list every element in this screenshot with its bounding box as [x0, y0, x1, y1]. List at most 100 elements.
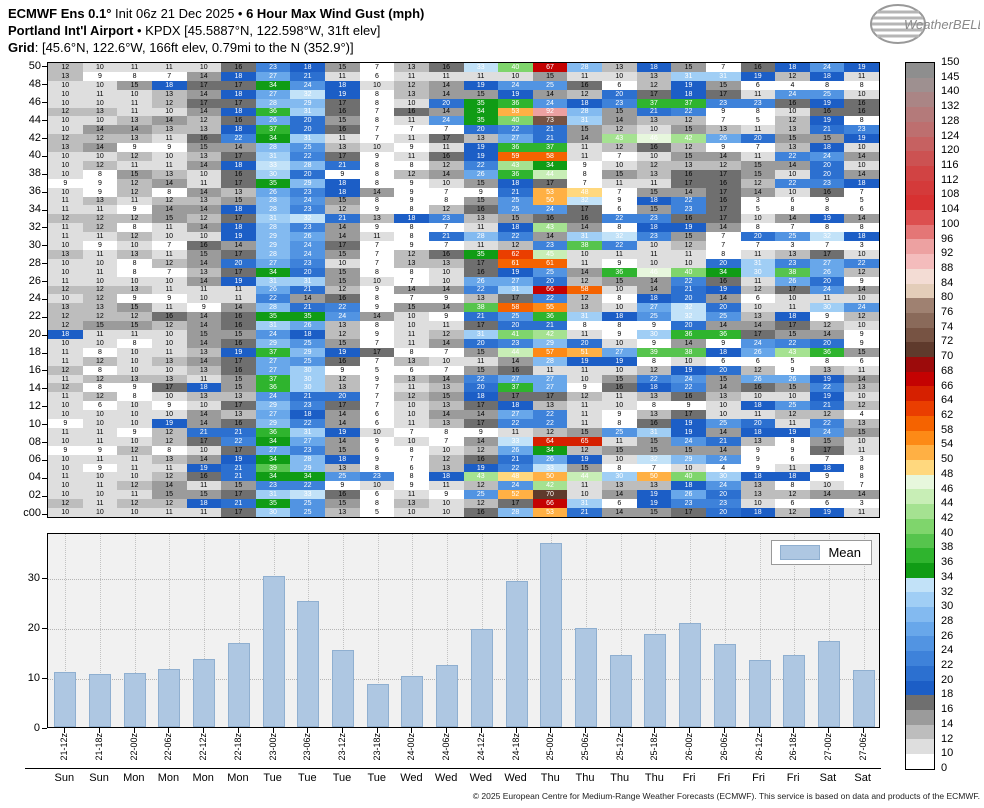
mean-bar: [679, 623, 702, 727]
heatmap-cell: 8: [82, 383, 118, 393]
colorbar-tick-label: 50: [941, 453, 954, 466]
colorbar-band: [906, 739, 934, 755]
mean-bar: [193, 658, 216, 727]
heatmap-cell: 27: [498, 276, 533, 286]
heatmap-cell: 14: [186, 410, 222, 420]
heatmap-cell: 14: [428, 374, 464, 384]
heatmap-cell: 15: [117, 303, 152, 313]
day-label: Fri: [717, 772, 731, 784]
heatmap-cell: 10: [117, 241, 152, 250]
bar-chart-vgridline: [655, 534, 657, 727]
heatmap-cell: 19: [602, 356, 637, 366]
heatmap-cell: 10: [394, 508, 429, 517]
heatmap-cell: 8: [567, 169, 602, 179]
heatmap-cell: 10: [151, 152, 187, 161]
heatmap-cell: 14: [186, 205, 222, 215]
heatmap-cell: 11: [48, 374, 83, 384]
heatmap-y-label: 46: [28, 95, 41, 108]
heatmap-cell: 35: [290, 312, 325, 322]
mean-bar: [89, 674, 112, 727]
heatmap-cell: 57: [532, 347, 568, 357]
colorbar-band: [906, 151, 934, 166]
heatmap-cell: 9: [428, 490, 464, 500]
heatmap-cell: 11: [325, 134, 360, 144]
heatmap-cell: 19: [636, 499, 672, 509]
time-axis-tick: [133, 728, 135, 733]
colorbar-tick-label: 124: [941, 129, 960, 142]
heatmap-cell: 14: [151, 178, 187, 188]
heatmap-cell: 18: [498, 401, 533, 411]
heatmap-cell: 16: [221, 63, 256, 72]
heatmap-cell: 10: [48, 490, 83, 500]
colorbar-band: [906, 357, 934, 372]
heatmap-cell: 10: [151, 330, 187, 339]
weatherbell-logo: WeatherBELL: [870, 4, 980, 44]
mean-bar: [227, 642, 250, 727]
heatmap-cell: 8: [602, 463, 637, 473]
heatmap-cell: 22: [636, 374, 672, 384]
heatmap-cell: 20: [221, 258, 256, 268]
colorbar-tick-label: 28: [941, 614, 954, 627]
heatmap-cell: 12: [844, 312, 879, 322]
heatmap-cell: 9: [325, 481, 360, 491]
heatmap-cell: 9: [325, 365, 360, 375]
heatmap-cell: 9: [705, 338, 741, 348]
day-label: Fri: [682, 772, 696, 784]
heatmap-cell: 12: [151, 499, 187, 509]
day-label: Fri: [786, 772, 800, 784]
heatmap-cell: 36: [671, 330, 706, 339]
heatmap-cell: 12: [602, 125, 637, 135]
heatmap-cell: 11: [394, 71, 429, 81]
heatmap-cell: 15: [151, 214, 187, 224]
bar-chart-vgridline: [100, 534, 102, 727]
heatmap-cell: 25: [705, 312, 741, 322]
heatmap-cell: 20: [463, 338, 499, 348]
colorbar-band: [906, 107, 934, 122]
heatmap-cell: 32: [636, 454, 672, 464]
parameter-name: 6 Hour Max Wind Gust (mph): [246, 6, 425, 21]
heatmap-cell: 10: [117, 365, 152, 375]
heatmap-cell: 26: [705, 134, 741, 144]
heatmap-cell: 15: [567, 427, 602, 437]
heatmap-cell: 18: [48, 330, 83, 339]
heatmap-cell: 11: [775, 463, 810, 473]
time-axis-tick: [550, 728, 552, 733]
heatmap-cell: 9: [602, 330, 637, 339]
heatmap-cell: 24: [844, 303, 879, 313]
colorbar-band: [906, 92, 934, 108]
heatmap-cell: 15: [740, 169, 776, 179]
heatmap-cell: 16: [221, 312, 256, 322]
heatmap-cell: 12: [117, 214, 152, 224]
heatmap-cell: 17: [221, 267, 256, 277]
heatmap-cell: 8: [428, 196, 464, 206]
heatmap-cell: 11: [82, 481, 118, 491]
heatmap-cell: 11: [740, 89, 776, 99]
mean-bar: [609, 655, 632, 727]
heatmap-cell: 28: [567, 63, 602, 72]
heatmap-cell: 7: [809, 241, 845, 250]
heatmap-cell: 11: [117, 107, 152, 117]
heatmap-cell: 16: [671, 392, 706, 402]
heatmap-cell: 10: [671, 258, 706, 268]
day-label: Thu: [575, 772, 595, 784]
heatmap-cell: 22: [463, 285, 499, 295]
heatmap-cell: 28: [255, 303, 291, 313]
heatmap-cell: 19: [151, 419, 187, 428]
colorbar-band: [906, 136, 934, 152]
heatmap-cell: 14: [463, 436, 499, 446]
heatmap-cell: 17: [636, 89, 672, 99]
heatmap-cell: 12: [325, 330, 360, 339]
heatmap-cell: 15: [463, 89, 499, 99]
heatmap-cell: 10: [151, 365, 187, 375]
heatmap-cell: 8: [567, 321, 602, 331]
heatmap-cell: 9: [151, 143, 187, 153]
heatmap-cell: 14: [567, 223, 602, 233]
heatmap-cell: 11: [567, 419, 602, 428]
colorbar: [905, 62, 935, 770]
heatmap-cell: 13: [428, 463, 464, 473]
mean-bar: [817, 640, 840, 727]
heatmap-cell: 21: [428, 232, 464, 242]
bar-chart-y-label: 10: [27, 671, 40, 684]
colorbar-band: [906, 165, 934, 181]
colorbar-tick-label: 48: [941, 467, 954, 480]
